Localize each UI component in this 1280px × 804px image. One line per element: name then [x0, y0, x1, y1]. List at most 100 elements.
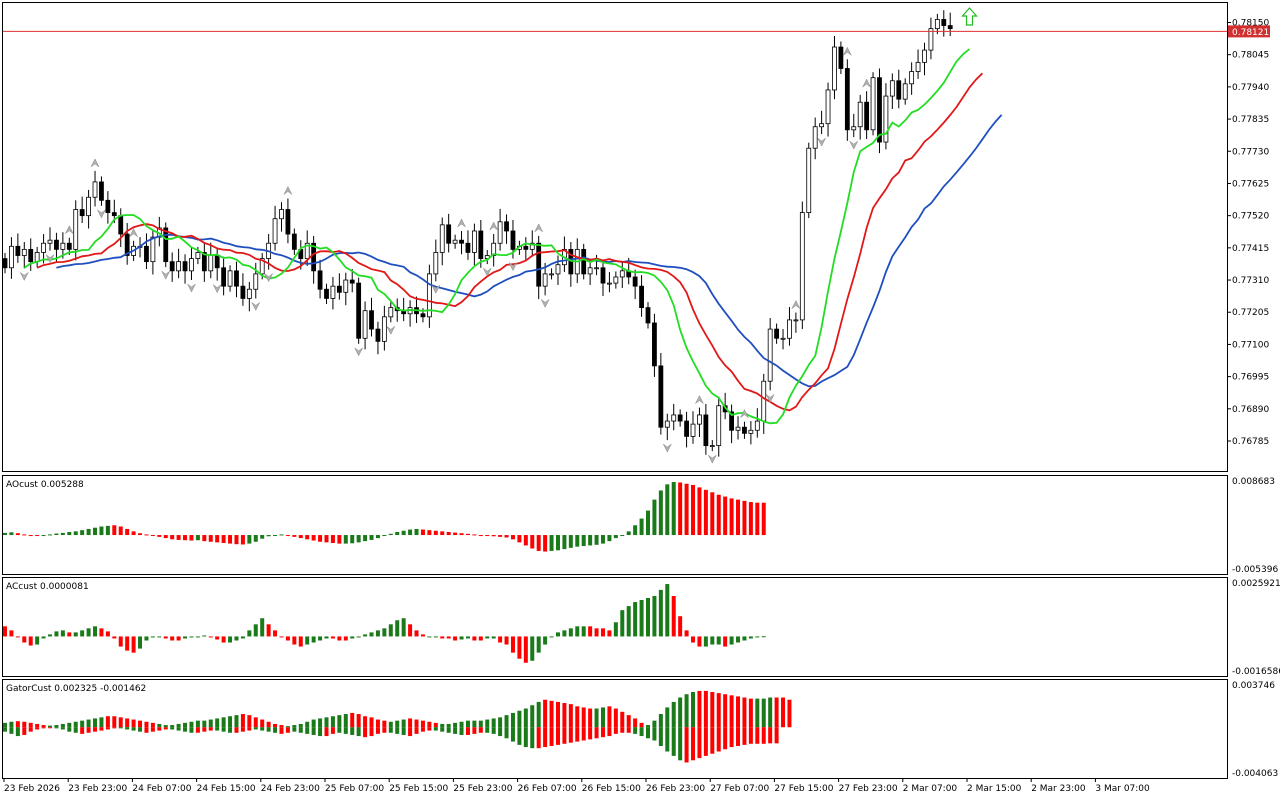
candle-body — [195, 252, 201, 259]
fractal-up-arrow — [534, 223, 543, 233]
candle — [664, 413, 670, 441]
candle-body — [658, 365, 664, 428]
candle — [825, 82, 831, 137]
gator-bar — [420, 727, 425, 732]
ao-histogram — [3, 482, 766, 552]
fractal-up-arrow — [129, 228, 138, 237]
candle-body — [774, 328, 779, 339]
time-tick-label: 26 Feb 07:00 — [518, 784, 577, 794]
candle-body — [105, 199, 111, 213]
ao-bar — [633, 525, 638, 536]
candle — [645, 302, 651, 329]
fractal-down-arrow — [817, 137, 826, 147]
candle-body — [369, 310, 374, 330]
gator-bar — [626, 715, 631, 728]
ao-bar — [395, 531, 400, 536]
gator-bar — [189, 727, 194, 733]
candle — [388, 302, 394, 323]
fractal-down-arrow — [212, 284, 222, 294]
gator-bar — [678, 727, 683, 761]
ac-bar — [485, 636, 490, 639]
ao-bar — [363, 535, 368, 542]
gator-bar — [446, 727, 451, 733]
fractal-down-arrow — [20, 272, 29, 281]
ao-bar — [54, 533, 59, 536]
ao-bar — [652, 499, 657, 536]
gator-bar — [35, 723, 40, 728]
candle — [639, 275, 644, 317]
candle-body — [491, 242, 497, 256]
ao-bar — [433, 530, 438, 536]
gator-bar — [691, 727, 696, 761]
ao-bar — [318, 535, 323, 542]
ao-bar — [176, 535, 181, 540]
candle — [568, 242, 574, 287]
candle — [941, 10, 947, 37]
gator-bar — [118, 717, 123, 728]
gator-bar — [273, 727, 278, 733]
gator-bar — [671, 701, 676, 728]
gator-bar — [723, 694, 728, 728]
panel-frame-ac — [2, 577, 1228, 677]
gator-bar — [221, 727, 226, 732]
gator-bar — [581, 707, 586, 728]
ac-bar — [138, 636, 143, 649]
ao-bar — [324, 535, 329, 543]
ao-bar — [736, 499, 741, 536]
ac-bar — [639, 600, 644, 637]
gator-bar — [163, 725, 168, 728]
candle-body — [934, 19, 940, 30]
fractal-up-arrow — [65, 225, 74, 234]
gator-bar — [555, 727, 560, 745]
fractal-down-arrow — [97, 209, 106, 219]
candle — [922, 42, 927, 76]
ac-bar — [600, 628, 605, 637]
candle-body — [915, 61, 921, 72]
gator-bar — [555, 701, 560, 728]
gator-bar — [305, 727, 310, 734]
ac-bar — [472, 636, 477, 641]
candle-body — [439, 224, 445, 253]
ao-bar — [305, 535, 310, 540]
gator-bar — [15, 721, 20, 728]
ao-bar — [60, 532, 65, 536]
fractal-up-arrow — [489, 221, 498, 231]
gator-bar — [433, 722, 438, 728]
candle — [632, 269, 638, 300]
ao-bar — [678, 482, 683, 536]
gator-bar — [510, 727, 515, 742]
gator-bar — [228, 716, 233, 728]
candle-body — [330, 285, 336, 299]
candle-body — [799, 212, 805, 321]
gator-bar — [375, 727, 380, 734]
fractal-down-arrow — [431, 285, 441, 294]
gator-bar — [208, 727, 213, 731]
gator-bar — [131, 727, 136, 731]
gator-bar — [633, 727, 638, 734]
ao-bar — [15, 533, 20, 536]
ao-bar — [208, 535, 213, 542]
candle-body — [581, 248, 587, 275]
gator-bar — [510, 712, 515, 728]
price-tick-label: 0.77415 — [1232, 244, 1269, 254]
candle-body — [189, 258, 194, 272]
time-tick-label: 26 Feb 23:00 — [646, 784, 705, 794]
candle-body — [92, 181, 98, 198]
ac-bar — [671, 595, 676, 637]
gator-bar — [613, 708, 618, 728]
gator-bar — [523, 708, 528, 728]
gator-bar — [279, 727, 284, 734]
gator-bar — [318, 727, 323, 737]
candle-body — [420, 313, 426, 318]
candle — [291, 228, 297, 255]
candle — [478, 219, 484, 268]
candle-body — [632, 276, 638, 287]
ac-bar — [3, 626, 7, 637]
candle — [491, 234, 497, 267]
ao-bar — [568, 535, 573, 548]
ac-bar — [375, 630, 380, 637]
candle-body — [118, 215, 124, 235]
candle — [433, 239, 439, 282]
